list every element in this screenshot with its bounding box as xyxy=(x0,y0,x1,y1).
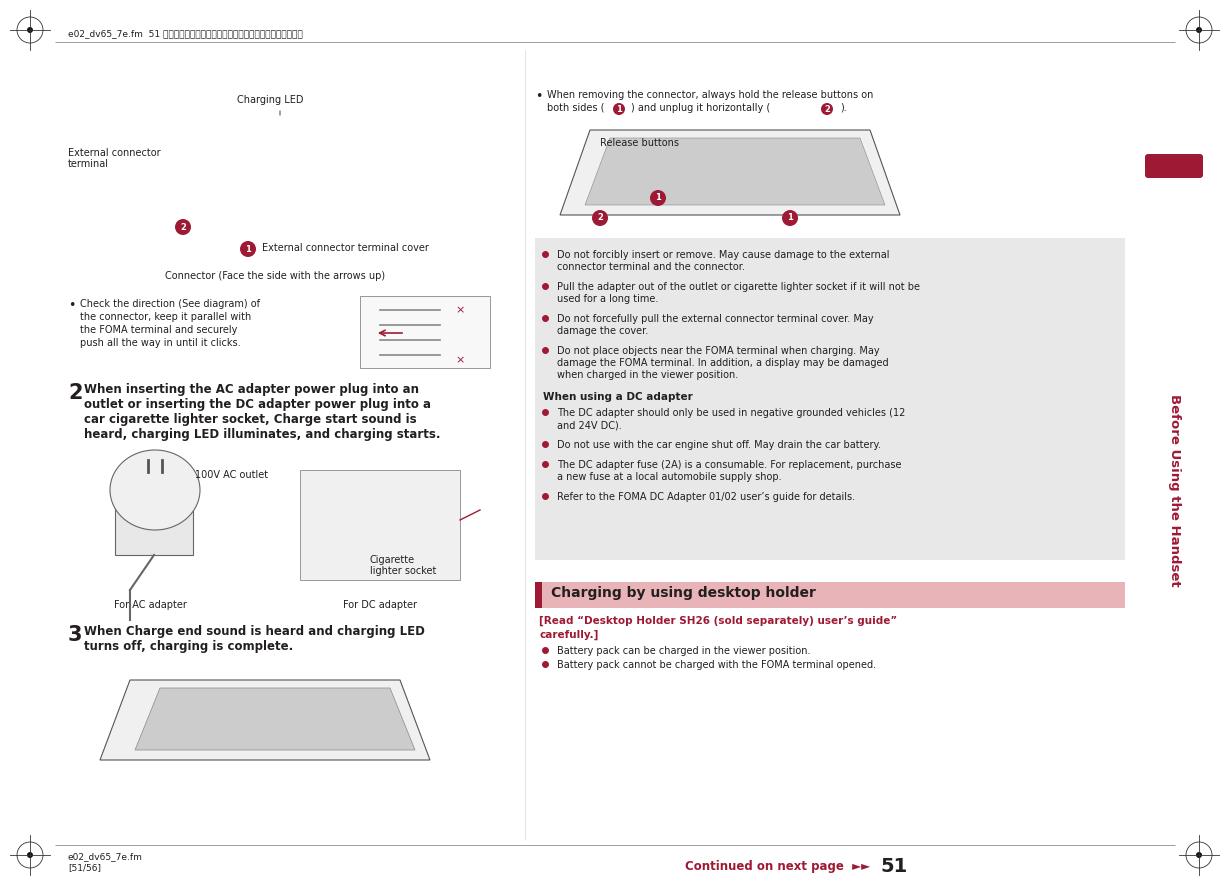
Text: External connector terminal cover: External connector terminal cover xyxy=(262,243,429,253)
Text: 2: 2 xyxy=(825,104,830,113)
Text: Do not forcefully pull the external connector terminal cover. May: Do not forcefully pull the external conn… xyxy=(557,314,874,324)
Text: When Charge end sound is heard and charging LED: When Charge end sound is heard and charg… xyxy=(84,625,425,638)
Text: used for a long time.: used for a long time. xyxy=(557,294,659,304)
Circle shape xyxy=(27,852,33,858)
Text: For AC adapter: For AC adapter xyxy=(113,600,187,610)
Text: turns off, charging is complete.: turns off, charging is complete. xyxy=(84,640,294,653)
Text: Continued on next page  ►►: Continued on next page ►► xyxy=(685,860,870,873)
Text: •: • xyxy=(535,90,542,103)
Circle shape xyxy=(1196,27,1202,33)
Ellipse shape xyxy=(111,450,200,530)
Text: Battery pack can be charged in the viewer position.: Battery pack can be charged in the viewe… xyxy=(557,646,810,656)
Text: For DC adapter: For DC adapter xyxy=(343,600,417,610)
Text: 1: 1 xyxy=(616,104,622,113)
Text: 1: 1 xyxy=(245,244,251,253)
Circle shape xyxy=(592,210,608,226)
Circle shape xyxy=(613,103,626,115)
Circle shape xyxy=(650,190,666,206)
Text: When inserting the AC adapter power plug into an: When inserting the AC adapter power plug… xyxy=(84,383,419,396)
Polygon shape xyxy=(585,138,885,205)
Text: Do not forcibly insert or remove. May cause damage to the external: Do not forcibly insert or remove. May ca… xyxy=(557,250,890,260)
Text: 100V AC outlet: 100V AC outlet xyxy=(195,470,268,480)
Text: Connector (Face the side with the arrows up): Connector (Face the side with the arrows… xyxy=(165,271,385,281)
Text: 51: 51 xyxy=(880,857,907,876)
FancyBboxPatch shape xyxy=(1145,154,1203,178)
Text: Battery pack cannot be charged with the FOMA terminal opened.: Battery pack cannot be charged with the … xyxy=(557,660,876,670)
Text: the connector, keep it parallel with: the connector, keep it parallel with xyxy=(80,312,251,322)
Text: Release buttons: Release buttons xyxy=(600,138,678,148)
Text: damage the cover.: damage the cover. xyxy=(557,326,648,336)
Text: ).: ). xyxy=(839,103,847,113)
Text: damage the FOMA terminal. In addition, a display may be damaged: damage the FOMA terminal. In addition, a… xyxy=(557,358,889,368)
Text: The DC adapter fuse (2A) is a consumable. For replacement, purchase: The DC adapter fuse (2A) is a consumable… xyxy=(557,460,902,470)
Text: 2: 2 xyxy=(597,213,603,222)
Text: 1: 1 xyxy=(655,194,661,203)
Text: ×: × xyxy=(455,305,465,315)
Polygon shape xyxy=(560,130,900,215)
Text: Cigarette: Cigarette xyxy=(370,555,415,565)
Text: When removing the connector, always hold the release buttons on: When removing the connector, always hold… xyxy=(547,90,874,100)
Circle shape xyxy=(27,27,33,33)
Text: Pull the adapter out of the outlet or cigarette lighter socket if it will not be: Pull the adapter out of the outlet or ci… xyxy=(557,282,921,292)
Text: carefully.]: carefully.] xyxy=(540,630,599,640)
Circle shape xyxy=(240,241,256,257)
Text: Before Using the Handset: Before Using the Handset xyxy=(1168,394,1181,586)
Text: 1: 1 xyxy=(787,213,793,222)
Text: e02_dv65_7e.fm: e02_dv65_7e.fm xyxy=(68,852,143,861)
Text: when charged in the viewer position.: when charged in the viewer position. xyxy=(557,370,739,380)
Text: The DC adapter should only be used in negative grounded vehicles (12: The DC adapter should only be used in ne… xyxy=(557,408,906,418)
Text: 2: 2 xyxy=(68,383,82,403)
Text: both sides (: both sides ( xyxy=(547,103,605,113)
Text: connector terminal and the connector.: connector terminal and the connector. xyxy=(557,262,745,272)
Text: Charging by using desktop holder: Charging by using desktop holder xyxy=(551,586,816,600)
Text: External connector: External connector xyxy=(68,148,161,158)
Text: •: • xyxy=(68,299,75,312)
Text: 3: 3 xyxy=(68,625,82,645)
Text: and 24V DC).: and 24V DC). xyxy=(557,420,622,430)
Text: terminal: terminal xyxy=(68,159,109,169)
Circle shape xyxy=(175,219,190,235)
Bar xyxy=(535,582,542,608)
Text: Charging LED: Charging LED xyxy=(237,95,304,105)
Text: lighter socket: lighter socket xyxy=(370,566,436,576)
Text: heard, charging LED illuminates, and charging starts.: heard, charging LED illuminates, and cha… xyxy=(84,428,440,441)
Polygon shape xyxy=(100,680,430,760)
Text: 2: 2 xyxy=(181,222,186,232)
Bar xyxy=(535,582,1125,608)
Bar xyxy=(116,500,193,555)
Text: When using a DC adapter: When using a DC adapter xyxy=(543,392,693,402)
Bar xyxy=(300,470,460,580)
Circle shape xyxy=(1196,852,1202,858)
Circle shape xyxy=(821,103,833,115)
Text: Check the direction (See diagram) of: Check the direction (See diagram) of xyxy=(80,299,261,309)
Text: e02_dv65_7e.fm  51 ページ　２００９年３月２０日　金曜日　午後５時２８分: e02_dv65_7e.fm 51 ページ ２００９年３月２０日 金曜日 午後５… xyxy=(68,29,302,38)
Polygon shape xyxy=(135,688,415,750)
Text: the FOMA terminal and securely: the FOMA terminal and securely xyxy=(80,325,237,335)
Text: Refer to the FOMA DC Adapter 01/02 user’s guide for details.: Refer to the FOMA DC Adapter 01/02 user’… xyxy=(557,492,855,502)
Text: [51/56]: [51/56] xyxy=(68,863,101,872)
Text: ×: × xyxy=(455,355,465,365)
Bar xyxy=(360,296,490,368)
Bar xyxy=(535,238,1125,560)
Text: outlet or inserting the DC adapter power plug into a: outlet or inserting the DC adapter power… xyxy=(84,398,431,411)
Text: [Read “Desktop Holder SH26 (sold separately) user’s guide”: [Read “Desktop Holder SH26 (sold separat… xyxy=(540,616,897,627)
Text: car cigarette lighter socket, Charge start sound is: car cigarette lighter socket, Charge sta… xyxy=(84,413,417,426)
Text: ) and unplug it horizontally (: ) and unplug it horizontally ( xyxy=(630,103,771,113)
Text: a new fuse at a local automobile supply shop.: a new fuse at a local automobile supply … xyxy=(557,472,782,482)
Text: push all the way in until it clicks.: push all the way in until it clicks. xyxy=(80,338,241,348)
Text: Do not use with the car engine shut off. May drain the car battery.: Do not use with the car engine shut off.… xyxy=(557,440,881,450)
Circle shape xyxy=(782,210,798,226)
Text: Do not place objects near the FOMA terminal when charging. May: Do not place objects near the FOMA termi… xyxy=(557,346,880,356)
